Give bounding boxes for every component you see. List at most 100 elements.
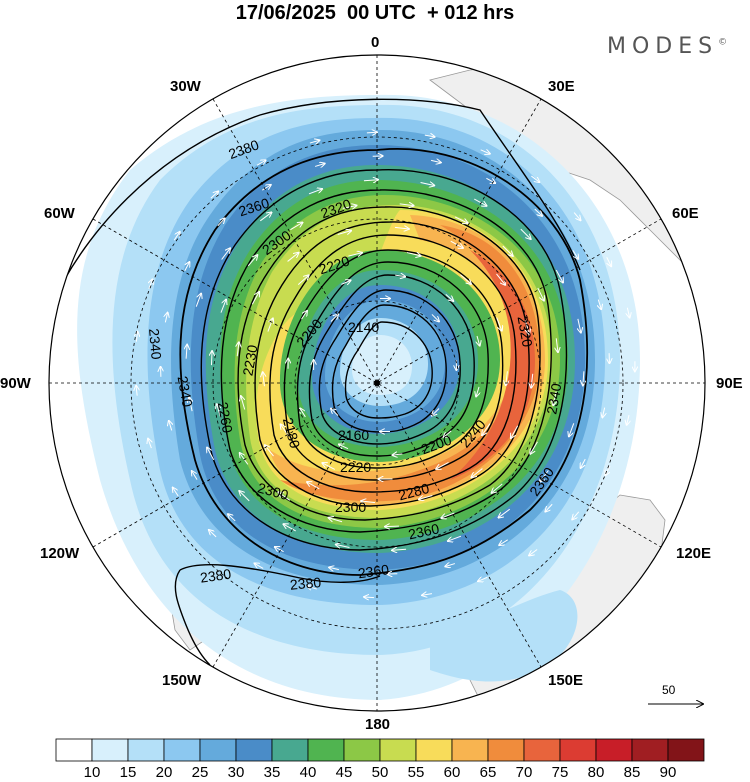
contour-label: 2230 (239, 343, 260, 377)
wind-arrow (602, 407, 604, 418)
wind-arrow (290, 223, 302, 231)
wind-arrow (329, 518, 343, 523)
lon-label-90e: 90E (716, 375, 743, 392)
colorbar-swatch (451, 738, 489, 762)
wind-arrow (422, 594, 433, 596)
wind-arrow (364, 597, 375, 598)
wind-arrow (480, 150, 490, 154)
wind-arrow (399, 204, 414, 206)
wind-arrow (555, 269, 563, 282)
colorbar-tick-label: 25 (191, 764, 209, 781)
colorbar-swatch (559, 738, 597, 762)
wind-arrow (211, 351, 212, 366)
wind-speed-fill (77, 94, 641, 700)
colorbar-swatch (415, 738, 453, 762)
colorbar-swatch (199, 738, 237, 762)
colorbar-swatch (343, 738, 381, 762)
wind-arrow (573, 212, 580, 221)
wind-arrow (241, 396, 246, 410)
wind-arrow (314, 164, 325, 167)
contour-label: 2300 (335, 499, 366, 515)
contour-label: 2340 (175, 375, 196, 409)
wind-arrow (471, 468, 483, 478)
contour-label: 2140 (348, 319, 379, 335)
contour-label: 2300 (256, 479, 290, 503)
wind-arrow (445, 564, 456, 567)
copyright-mark: © (718, 37, 728, 48)
wind-arrow (607, 257, 611, 266)
colorbar-swatch (127, 738, 165, 762)
lon-label-60e: 60E (672, 205, 699, 222)
lon-label-180: 180 (365, 716, 391, 733)
wind-arrow (251, 292, 259, 305)
core-15 (352, 335, 412, 395)
wind-arrow (307, 482, 320, 490)
contour-2380-south (179, 564, 381, 583)
wind-arrow (431, 314, 439, 321)
band-75 (450, 250, 535, 480)
wind-arrow (436, 462, 449, 469)
wind-arrow (149, 279, 152, 290)
wind-arrow (366, 132, 377, 133)
wind-arrow (209, 530, 217, 538)
wind-arrow (392, 549, 407, 550)
wind-arrow (165, 313, 167, 323)
lon-label-120e: 120E (676, 545, 712, 562)
wind-arrow (309, 140, 320, 143)
colorbar-swatch (667, 738, 705, 762)
wind-arrow (363, 180, 378, 181)
wind-arrow (173, 232, 180, 241)
wind-arrow (524, 320, 529, 333)
wind-arrow (210, 191, 218, 199)
brand-logo: MODES© (607, 34, 727, 59)
lon-label-150w: 150W (162, 672, 202, 689)
wind-arrow (256, 160, 266, 166)
wind-arrow (308, 189, 322, 195)
wind-arrow (581, 458, 586, 468)
meridian-60 (92, 218, 662, 548)
wind-arrow (237, 342, 239, 357)
wind-arrow (301, 311, 307, 320)
colorbar-swatch (307, 738, 345, 762)
vector-scale-arrow (648, 682, 708, 722)
wind-arrow (255, 563, 264, 569)
colorbar-tick-label: 60 (443, 764, 461, 781)
wind-arrow (221, 248, 230, 260)
wind-arrow (267, 318, 273, 332)
wind-arrow (330, 314, 338, 322)
colorbar-swatch (55, 738, 93, 762)
colorbar-tick-label: 70 (515, 764, 533, 781)
wind-arrow (460, 274, 472, 284)
wind-arrow (627, 307, 629, 318)
contour-label: 2320 (515, 315, 536, 349)
wind-arrow (136, 332, 137, 342)
wind-arrow (329, 567, 339, 569)
wind-arrow (441, 512, 455, 518)
lon-label-0: 0 (371, 34, 380, 51)
wind-arrow (278, 492, 291, 501)
wind-arrow (239, 491, 250, 502)
contour-2200 (308, 274, 475, 457)
wind-arrow (476, 386, 479, 397)
wind-arrow (307, 586, 317, 589)
colorbar-tick-label: 15 (119, 764, 137, 781)
wind-arrow (520, 228, 531, 239)
wind-arrow (534, 208, 542, 216)
wind-arrow (297, 275, 308, 286)
wind-arrow (240, 453, 249, 465)
wind-arrow (228, 514, 236, 522)
colorbar-swatch (487, 738, 525, 762)
wind-arrow (553, 391, 556, 405)
wind-arrow (300, 408, 306, 418)
meridian-150 (212, 98, 542, 668)
wind-arrow (540, 470, 549, 482)
wind-arrow (331, 408, 339, 416)
wind-arrow (496, 317, 502, 331)
wind-arrow (598, 299, 601, 310)
contour-label: 2280 (397, 480, 431, 504)
contour-2260 (269, 234, 517, 493)
wind-arrow (537, 287, 544, 301)
wind-arrow (136, 386, 137, 396)
brand-text: MODES (607, 34, 719, 59)
